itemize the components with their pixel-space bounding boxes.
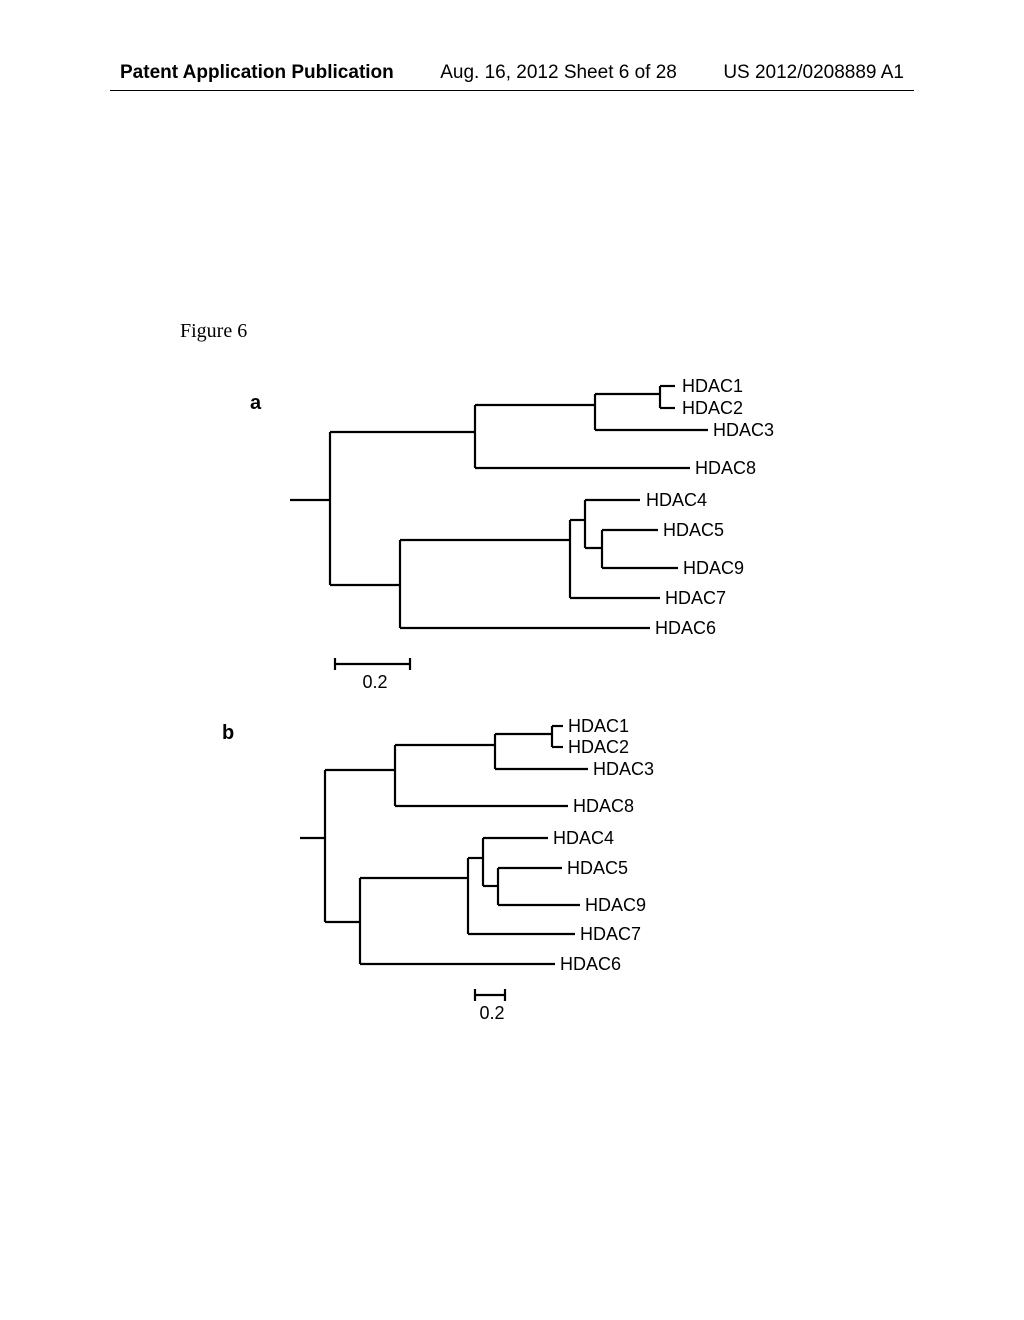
header-center: Aug. 16, 2012 Sheet 6 of 28 — [440, 62, 677, 84]
panel-b-tree: HDAC1 HDAC2 HDAC3 HDAC8 HDAC4 HDAC5 HDAC… — [300, 720, 660, 980]
leaf-b-hdac6: HDAC6 — [560, 954, 621, 975]
leaf-b-hdac7: HDAC7 — [580, 924, 641, 945]
header-rule — [110, 90, 914, 91]
panel-a-label: a — [250, 392, 261, 415]
leaf-b-hdac2: HDAC2 — [568, 737, 629, 758]
page-header: Patent Application Publication Aug. 16, … — [0, 62, 1024, 84]
leaf-b-hdac8: HDAC8 — [573, 796, 634, 817]
leaf-hdac1: HDAC1 — [682, 376, 743, 397]
panel-a-tree: HDAC1 HDAC2 HDAC3 HDAC8 HDAC4 HDAC5 HDAC… — [290, 380, 710, 640]
panel-a-scale: 0.2 — [330, 656, 420, 693]
leaf-hdac9: HDAC9 — [683, 558, 744, 579]
figure-caption: Figure 6 — [180, 320, 247, 343]
header-left: Patent Application Publication — [120, 62, 394, 84]
scale-b-value: 0.2 — [470, 1003, 514, 1024]
leaf-hdac4: HDAC4 — [646, 490, 707, 511]
leaf-hdac7: HDAC7 — [665, 588, 726, 609]
leaf-b-hdac1: HDAC1 — [568, 716, 629, 737]
leaf-hdac5: HDAC5 — [663, 520, 724, 541]
leaf-b-hdac5: HDAC5 — [567, 858, 628, 879]
leaf-b-hdac9: HDAC9 — [585, 895, 646, 916]
panel-b-scale: 0.2 — [470, 987, 514, 1024]
panel-b-label: b — [222, 722, 234, 745]
leaf-hdac3: HDAC3 — [713, 420, 774, 441]
leaf-b-hdac3: HDAC3 — [593, 759, 654, 780]
leaf-hdac2: HDAC2 — [682, 398, 743, 419]
leaf-b-hdac4: HDAC4 — [553, 828, 614, 849]
leaf-hdac8: HDAC8 — [695, 458, 756, 479]
header-right: US 2012/0208889 A1 — [723, 62, 904, 84]
scale-a-value: 0.2 — [330, 672, 420, 693]
leaf-hdac6: HDAC6 — [655, 618, 716, 639]
